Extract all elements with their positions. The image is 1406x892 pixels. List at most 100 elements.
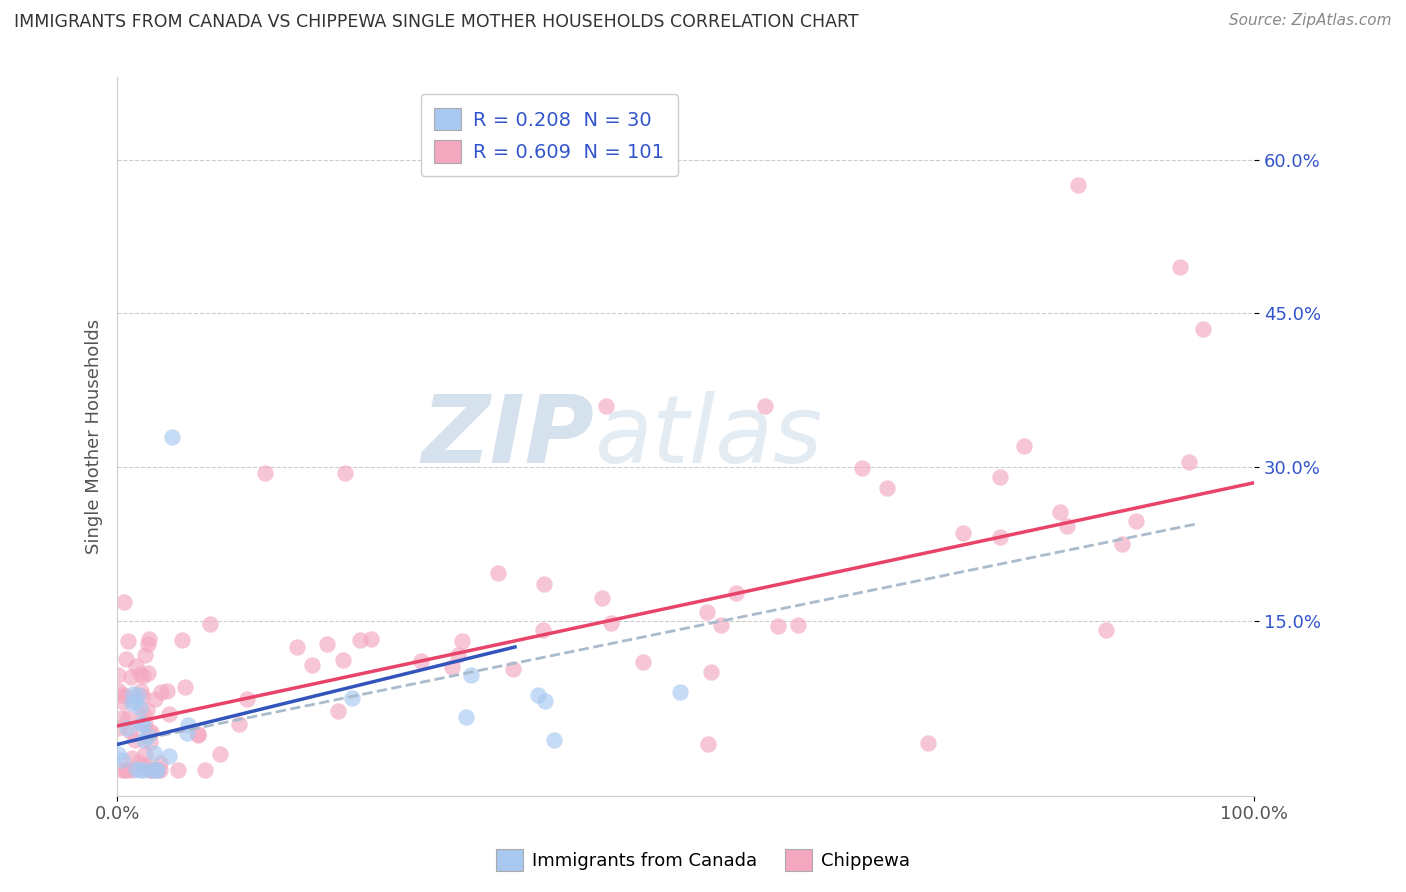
Point xyxy=(696,605,718,619)
Legend: Immigrants from Canada, Chippewa: Immigrants from Canada, Chippewa xyxy=(489,842,917,879)
Point xyxy=(786,618,808,632)
Point xyxy=(139,735,162,749)
Point xyxy=(127,688,149,702)
Point xyxy=(111,763,134,777)
Point xyxy=(115,689,138,703)
Point xyxy=(138,637,160,651)
Point xyxy=(157,749,180,764)
Point xyxy=(138,632,160,647)
Point xyxy=(200,616,222,631)
Point xyxy=(349,632,371,647)
Point xyxy=(134,763,156,777)
Point xyxy=(876,481,898,495)
Text: IMMIGRANTS FROM CANADA VS CHIPPEWA SINGLE MOTHER HOUSEHOLDS CORRELATION CHART: IMMIGRANTS FROM CANADA VS CHIPPEWA SINGL… xyxy=(14,13,859,31)
Point xyxy=(150,685,173,699)
Point xyxy=(754,399,776,413)
Point xyxy=(851,461,873,475)
Point xyxy=(599,615,621,630)
Text: Source: ZipAtlas.com: Source: ZipAtlas.com xyxy=(1229,13,1392,29)
Point xyxy=(115,721,138,735)
Point xyxy=(543,732,565,747)
Point xyxy=(208,747,231,761)
Point xyxy=(132,706,155,721)
Point xyxy=(316,636,339,650)
Point xyxy=(112,595,135,609)
Point xyxy=(460,667,482,681)
Point xyxy=(631,655,654,669)
Point xyxy=(228,716,250,731)
Point xyxy=(187,728,209,742)
Point xyxy=(451,633,474,648)
Point xyxy=(326,704,349,718)
Point xyxy=(446,648,468,662)
Point xyxy=(117,711,139,725)
Point xyxy=(177,717,200,731)
Point xyxy=(122,687,145,701)
Point xyxy=(533,577,555,591)
Point xyxy=(129,717,152,731)
Point xyxy=(157,707,180,722)
Point xyxy=(236,691,259,706)
Point xyxy=(1049,505,1071,519)
Point xyxy=(128,700,150,714)
Point xyxy=(111,753,134,767)
Point xyxy=(121,763,143,777)
Point xyxy=(360,632,382,646)
Point xyxy=(533,694,555,708)
Point xyxy=(411,654,433,668)
Point xyxy=(146,763,169,777)
Point xyxy=(145,763,167,777)
Point xyxy=(149,756,172,770)
Point xyxy=(725,585,748,599)
Point xyxy=(107,747,129,761)
Point xyxy=(766,619,789,633)
Point xyxy=(595,399,617,413)
Point xyxy=(136,729,159,743)
Point xyxy=(1066,178,1088,193)
Point xyxy=(125,762,148,776)
Point xyxy=(287,640,309,654)
Point xyxy=(134,732,156,747)
Point xyxy=(173,680,195,694)
Point xyxy=(332,653,354,667)
Point xyxy=(141,763,163,777)
Point xyxy=(990,530,1012,544)
Point xyxy=(172,633,194,648)
Point xyxy=(187,726,209,740)
Point xyxy=(146,763,169,777)
Point xyxy=(111,711,134,725)
Point xyxy=(454,710,477,724)
Point xyxy=(132,669,155,683)
Point xyxy=(128,755,150,769)
Point xyxy=(121,751,143,765)
Point xyxy=(117,634,139,648)
Point xyxy=(1168,260,1191,275)
Point xyxy=(166,763,188,777)
Point xyxy=(107,667,129,681)
Point xyxy=(1111,537,1133,551)
Point xyxy=(710,618,733,632)
Point xyxy=(440,659,463,673)
Point xyxy=(700,665,723,680)
Point xyxy=(111,688,134,702)
Point xyxy=(141,763,163,777)
Point xyxy=(486,566,509,581)
Legend: R = 0.208  N = 30, R = 0.609  N = 101: R = 0.208 N = 30, R = 0.609 N = 101 xyxy=(420,95,678,177)
Point xyxy=(1056,519,1078,533)
Point xyxy=(136,702,159,716)
Point xyxy=(129,683,152,698)
Point xyxy=(1178,455,1201,469)
Point xyxy=(990,470,1012,484)
Point xyxy=(129,666,152,681)
Point xyxy=(134,715,156,730)
Point xyxy=(1125,514,1147,528)
Point xyxy=(121,696,143,710)
Point xyxy=(138,763,160,777)
Point xyxy=(107,721,129,735)
Point xyxy=(136,666,159,681)
Point xyxy=(124,733,146,747)
Point xyxy=(156,684,179,698)
Point xyxy=(502,662,524,676)
Point xyxy=(143,692,166,706)
Point xyxy=(697,738,720,752)
